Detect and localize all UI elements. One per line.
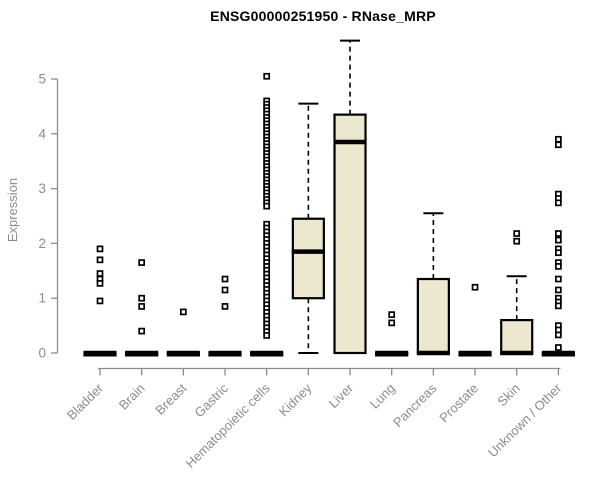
outlier-point — [263, 72, 271, 80]
outlier-point — [96, 245, 104, 253]
y-tick-label: 5 — [38, 72, 46, 87]
outlier-point — [471, 283, 479, 291]
outlier-point — [555, 199, 562, 207]
x-category-label: Gastric — [191, 380, 231, 420]
outlier-point — [388, 319, 396, 327]
outlier-point — [96, 297, 104, 305]
outlier-point — [555, 249, 562, 257]
box-liver — [333, 113, 367, 355]
outlier-point — [263, 202, 271, 210]
y-tick-label: 3 — [38, 181, 46, 196]
outlier-point — [96, 256, 104, 264]
x-category-label: Lung — [367, 381, 398, 412]
outlier-point — [555, 275, 562, 283]
x-category-label: Breast — [152, 380, 189, 417]
outlier-point — [555, 230, 562, 237]
x-category-label: Skin — [494, 381, 522, 409]
outlier-point — [555, 344, 562, 351]
box-kidney — [291, 217, 325, 300]
x-category-label: Prostate — [436, 381, 481, 426]
y-axis-title: Expression — [5, 177, 20, 243]
box-skin — [500, 319, 534, 355]
outlier-point — [513, 237, 521, 245]
outlier-point — [221, 303, 229, 310]
chart-title: ENSG00000251950 - RNase_MRP — [210, 8, 436, 24]
outlier-point — [96, 270, 104, 277]
x-category-label: Liver — [326, 380, 357, 411]
x-category-label: Pancreas — [390, 380, 440, 430]
box-pancreas — [416, 277, 450, 355]
outlier-point — [555, 236, 562, 244]
outlier-point — [555, 135, 562, 143]
outlier-point — [138, 259, 146, 266]
x-category-label: Kidney — [276, 380, 315, 419]
y-tick-label: 2 — [38, 236, 46, 251]
outlier-point — [221, 275, 229, 283]
outlier-point — [555, 331, 562, 339]
outlier-point — [513, 230, 521, 237]
x-category-label: Brain — [116, 381, 148, 413]
y-tick-label: 4 — [38, 126, 46, 141]
outlier-point — [388, 311, 396, 318]
outlier-point — [555, 286, 562, 294]
outlier-point — [138, 327, 146, 335]
outlier-point — [555, 263, 562, 270]
y-tick-label: 1 — [38, 291, 46, 306]
outlier-point — [179, 308, 187, 316]
outlier-point — [263, 332, 271, 339]
outlier-point — [555, 302, 562, 310]
outlier-point — [138, 294, 146, 302]
outlier-point — [221, 286, 229, 294]
outlier-point — [96, 280, 104, 287]
outlier-point — [138, 303, 146, 310]
y-tick-label: 0 — [38, 346, 46, 361]
outlier-point — [555, 141, 562, 149]
x-category-label: Unknown / Other — [485, 380, 565, 460]
x-category-label: Bladder — [64, 380, 107, 423]
